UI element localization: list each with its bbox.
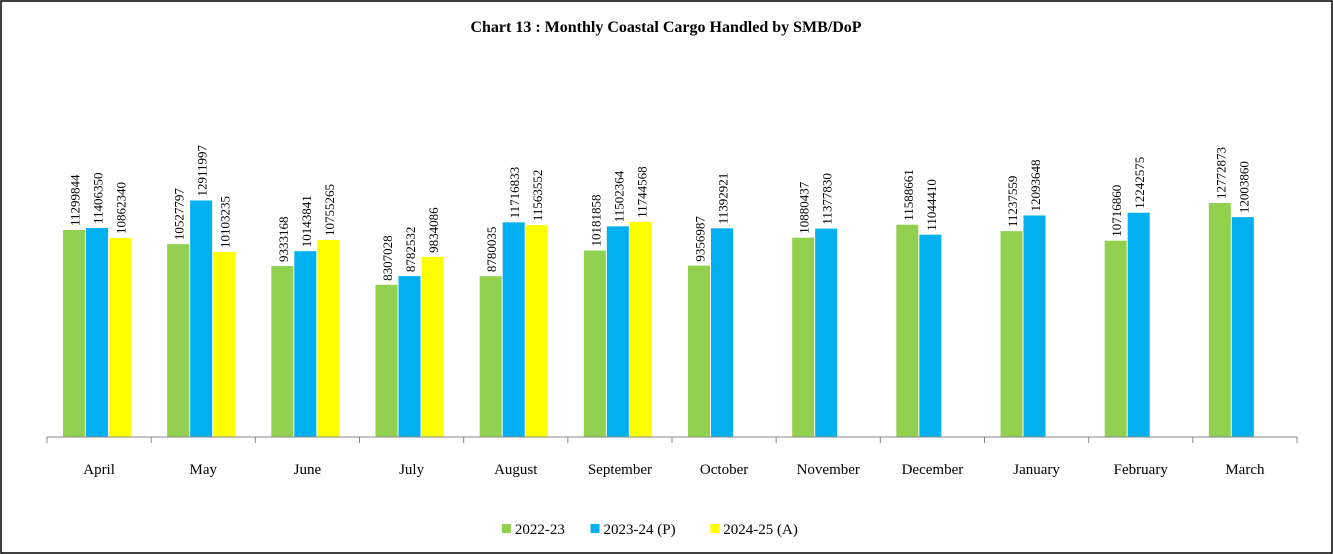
bar [421,256,444,437]
value-label: 10755265 [322,184,337,236]
bar [1231,217,1254,437]
value-label: 11716833 [507,167,522,219]
bar [792,237,815,437]
x-tick-label: September [588,462,652,478]
bar [502,222,525,437]
value-label: 11237559 [1005,176,1020,228]
value-label: 10181858 [588,194,603,246]
value-label: 9834086 [426,207,441,253]
value-label: 12093648 [1028,159,1043,211]
bar [606,226,629,437]
x-tick-label: February [1114,462,1169,478]
value-label: 11044410 [924,179,939,231]
bar [317,239,340,437]
legend-label: 2022-23 [515,522,565,538]
bar [63,230,85,437]
x-tick-label: March [1225,462,1265,478]
bar [1000,231,1023,437]
value-label: 11563552 [530,170,545,222]
value-label: 11502364 [611,170,626,222]
legend-swatch [590,524,600,533]
bar [109,238,131,437]
bar [1104,240,1127,437]
bar [896,224,919,437]
bar [167,244,190,437]
value-label: 11406350 [91,173,106,225]
bar [525,225,548,437]
bar [86,228,108,437]
legend-swatch [501,524,511,533]
value-label: 11377830 [820,173,835,225]
bar [583,250,606,437]
bar [294,251,317,437]
bar [1023,215,1046,437]
bar [1127,212,1150,437]
value-label: 11588661 [901,169,916,221]
value-label: 12772873 [1213,147,1228,199]
bar [213,251,236,437]
value-label: 10143841 [299,195,314,247]
legend-label: 2023-24 (P) [604,522,676,538]
value-label: 8780035 [484,227,499,272]
bar [271,266,294,437]
value-label: 10527797 [172,188,187,241]
bar [190,200,213,437]
value-label: 11392921 [716,173,731,225]
x-tick-label: July [399,462,425,478]
bar [375,284,398,437]
bar [815,228,838,437]
value-label: 11299844 [68,174,83,226]
x-tick-label: April [83,462,115,478]
value-label: 10880437 [797,181,812,234]
value-label: 10862340 [114,182,129,234]
value-label: 8307028 [380,235,395,281]
value-label: 10716860 [1109,185,1124,237]
bar [629,221,652,437]
bar [919,234,942,437]
value-label: 8782532 [403,227,418,273]
bar [1208,203,1231,437]
value-label: 9333168 [276,217,291,263]
value-label: 12242575 [1132,157,1147,209]
bar [688,265,710,437]
value-label: 12003860 [1236,161,1251,213]
value-label: 11744568 [634,166,649,218]
x-tick-label: June [294,462,322,478]
chart-title: Chart 13 : Monthly Coastal Cargo Handled… [470,19,861,36]
x-tick-label: January [1013,462,1060,478]
legend-swatch [710,524,720,533]
bar [711,228,733,437]
x-tick-label: November [797,462,860,478]
legend-label: 2024-25 (A) [723,522,798,538]
bar [398,276,421,437]
x-tick-label: October [700,462,748,478]
value-label: 10103235 [218,196,233,248]
value-label: 12911997 [195,144,210,196]
x-tick-label: August [494,462,538,478]
value-label: 9356987 [693,216,708,262]
x-tick-label: December [902,462,964,478]
bar [479,276,502,437]
x-tick-label: May [190,462,218,478]
